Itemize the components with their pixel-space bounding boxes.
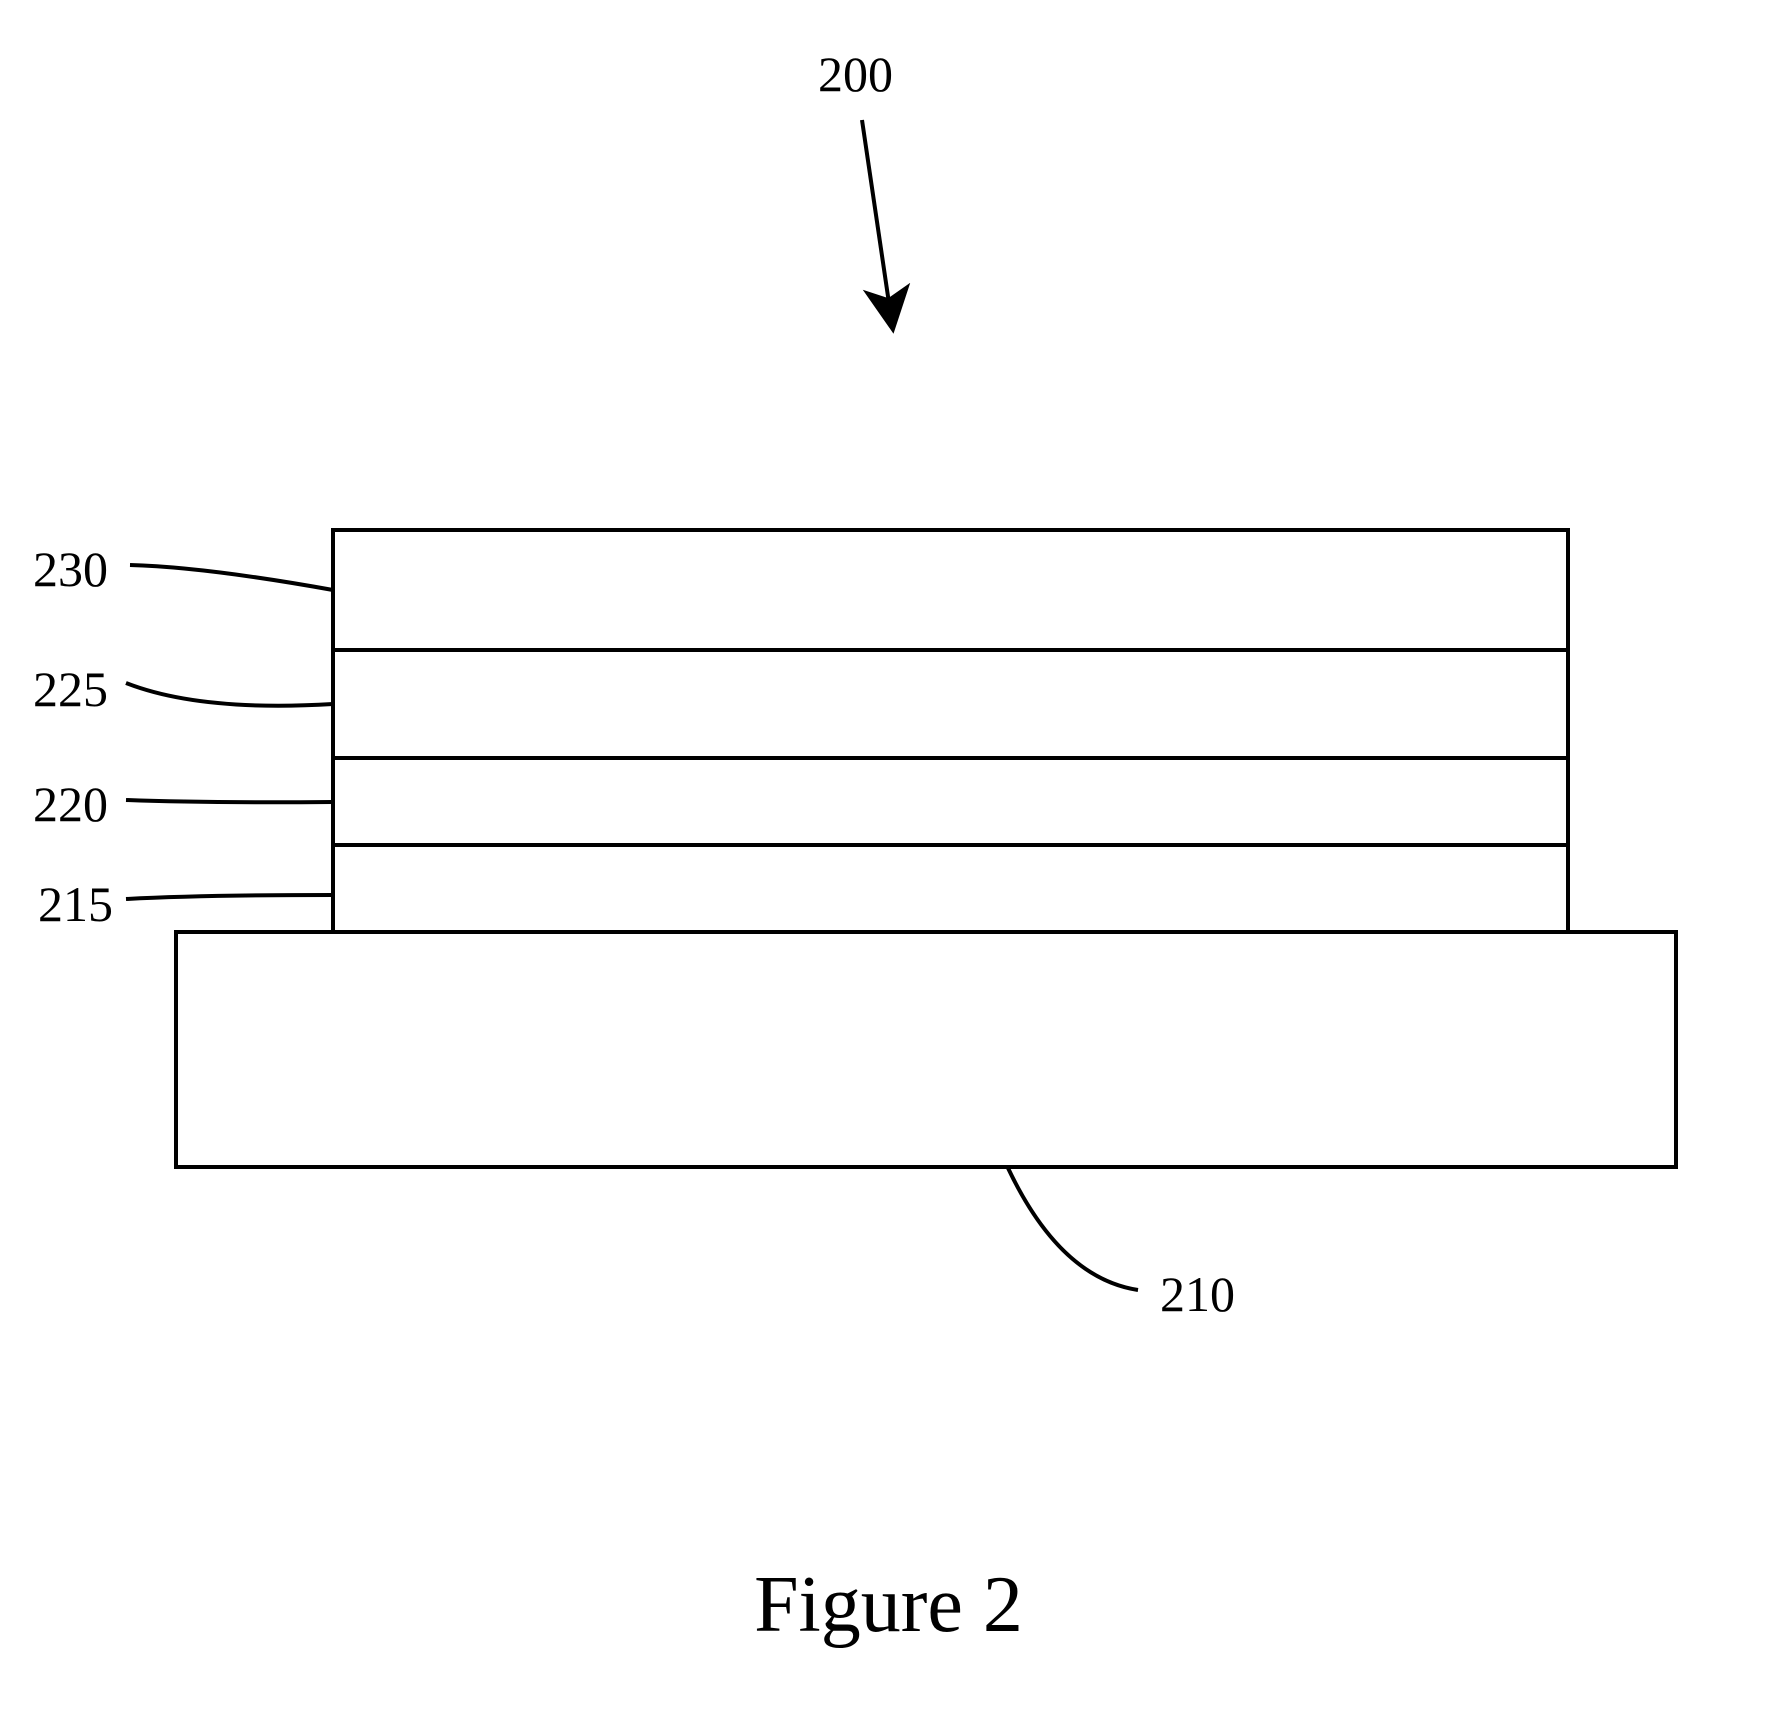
layer-label-215: 215 xyxy=(38,875,113,933)
layer-label-230: 230 xyxy=(33,540,108,598)
layer-label-220: 220 xyxy=(33,775,108,833)
diagram-svg xyxy=(0,0,1777,1720)
substrate-label: 210 xyxy=(1160,1265,1235,1323)
figure-reference-label: 200 xyxy=(818,45,893,103)
layer-label-225: 225 xyxy=(33,660,108,718)
figure-caption: Figure 2 xyxy=(754,1560,1023,1651)
